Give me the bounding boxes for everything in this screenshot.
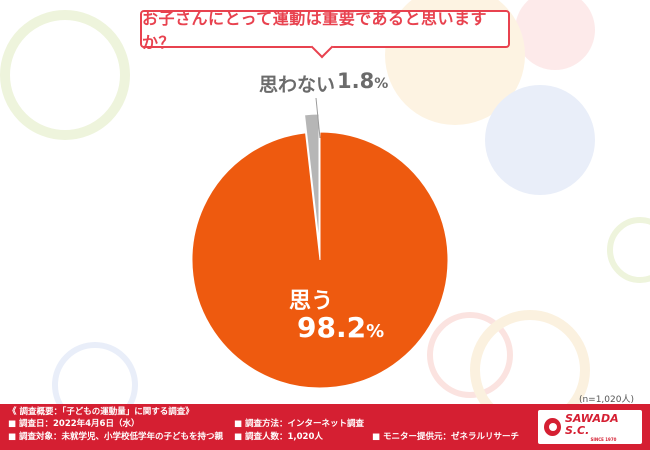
slice-value-no: 1.8%	[337, 69, 388, 93]
logo-name: SAWADA S.C.	[564, 411, 619, 437]
logo-text: SAWADA S.C. SINCE 1970	[564, 411, 642, 442]
pie-slice-yes	[191, 131, 449, 389]
slice-unit-yes: %	[366, 321, 385, 342]
leader-line	[315, 97, 321, 139]
slice-label-no: 思わない	[259, 74, 336, 96]
survey-target: ■ 調査対象：未就学児、小学校低学年の子どもを持つ親	[8, 432, 223, 442]
survey-provider: ■ モニター提供元：ゼネラルリサーチ	[372, 432, 519, 442]
survey-summary: 《 調査概要：「子どもの運動量」に関する調査》	[8, 407, 194, 417]
logo-sub: SINCE 1970	[590, 436, 617, 442]
slice-value-yes: 98.2%	[297, 311, 384, 344]
survey-count: ■ 調査人数：1,020人	[234, 432, 323, 442]
slice-unit-no: %	[374, 76, 389, 92]
pie-slice-no	[304, 113, 320, 243]
survey-date: ■ 調査日：2022年4月6日（水）	[8, 419, 140, 429]
company-logo: SAWADA S.C. SINCE 1970	[538, 410, 642, 444]
question-bubble: お子さんにとって運動は重要であると思いますか？	[140, 9, 510, 52]
slice-number-no: 1.8	[337, 69, 375, 93]
slice-label-yes: 思う	[289, 289, 334, 314]
logo-mark-icon	[544, 418, 561, 436]
question-text: お子さんにとって運動は重要であると思いますか？	[142, 9, 488, 52]
slice-number-yes: 98.2	[297, 311, 367, 344]
survey-method: ■ 調査方法：インターネット調査	[234, 419, 364, 429]
sample-size-note: (n=1,020人)	[578, 395, 634, 405]
